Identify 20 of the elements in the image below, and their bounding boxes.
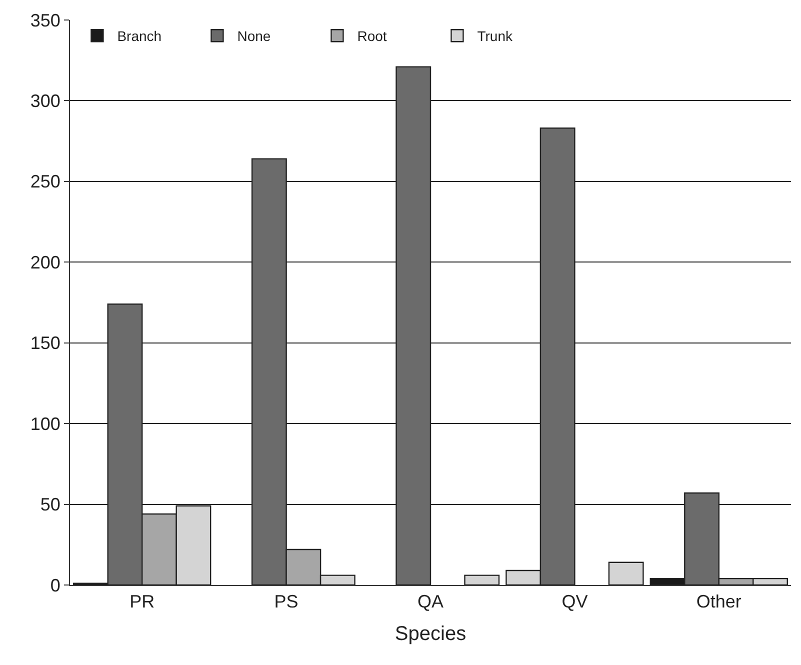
y-tick-label: 300 [30,91,60,112]
y-tick-label: 200 [30,252,60,272]
y-tick-label: 350 [30,10,60,30]
y-tick-label: 0 [50,575,60,596]
x-tick-label: PS [274,592,298,612]
x-axis-title: Species [394,623,466,646]
x-tick-label: PR [130,592,155,612]
y-tick-label: 100 [30,414,60,434]
y-tick-label: 150 [30,333,60,354]
legend-label: Trunk [477,28,514,44]
y-tick-label: 50 [40,494,60,515]
bar [464,574,500,585]
legend-label: Branch [117,28,162,44]
legend-label: Root [357,28,387,44]
legend-label: None [237,28,271,44]
x-tick-label: Other [696,592,742,612]
x-tick-label: QV [562,592,588,612]
x-tick-label: QA [417,592,444,612]
bar [608,562,644,585]
y-tick-label: 250 [30,172,60,192]
